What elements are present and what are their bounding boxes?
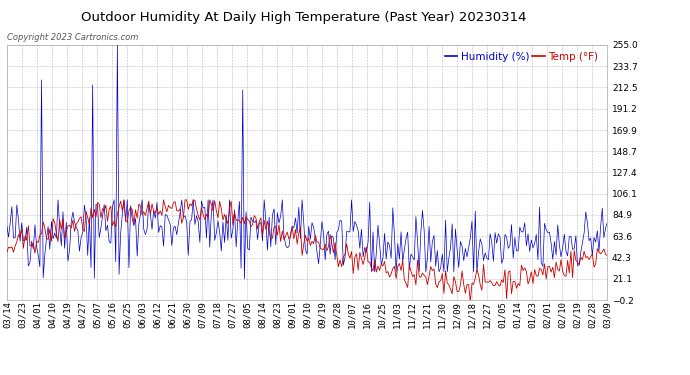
Legend: Humidity (%), Temp (°F): Humidity (%), Temp (°F) bbox=[441, 48, 602, 66]
Text: Outdoor Humidity At Daily High Temperature (Past Year) 20230314: Outdoor Humidity At Daily High Temperatu… bbox=[81, 11, 526, 24]
Text: Copyright 2023 Cartronics.com: Copyright 2023 Cartronics.com bbox=[7, 33, 138, 42]
